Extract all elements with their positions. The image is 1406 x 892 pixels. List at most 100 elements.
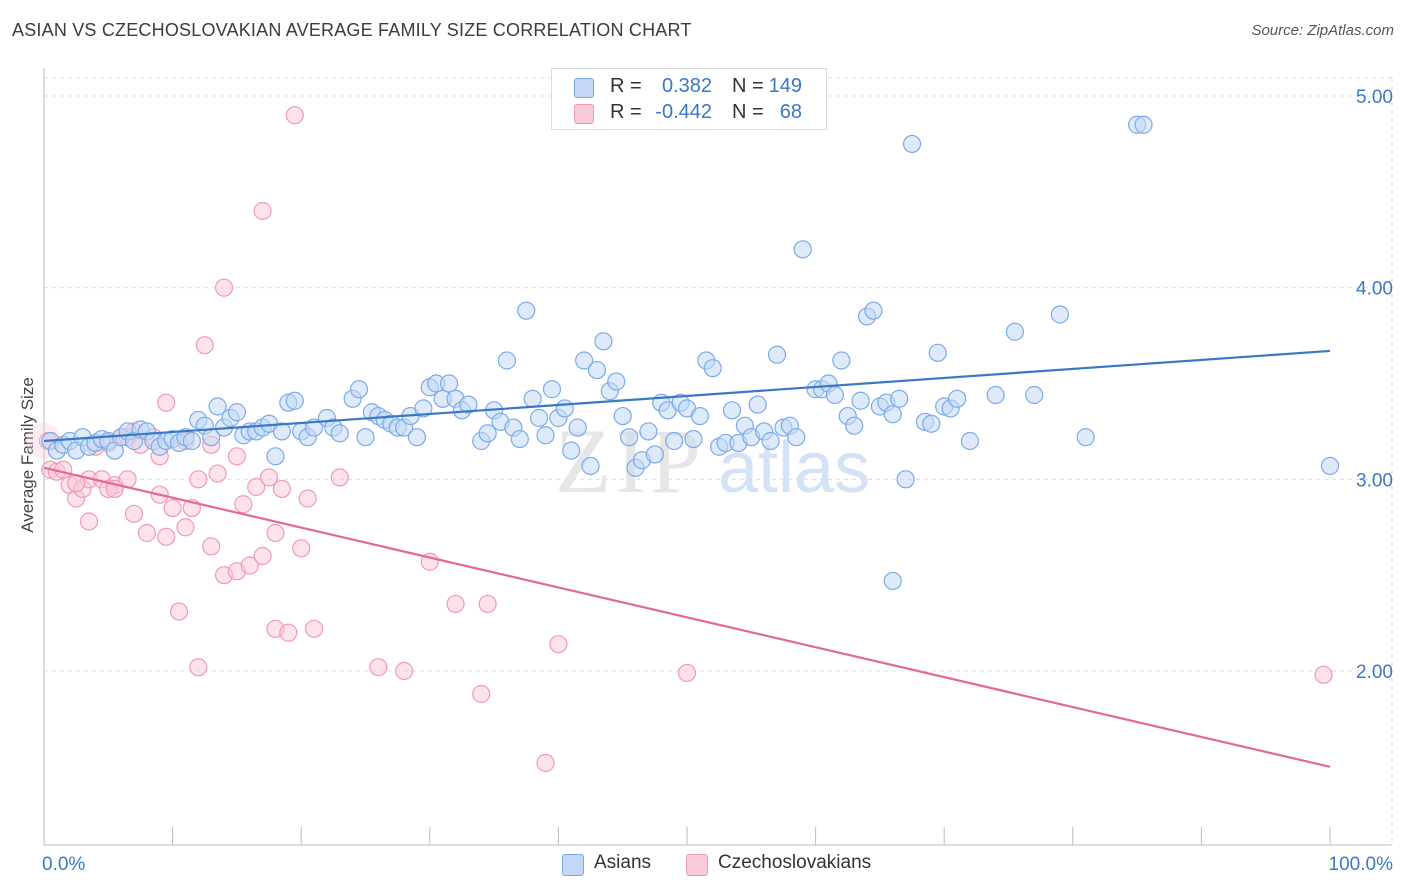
asian-point-22 bbox=[182, 431, 201, 451]
czech-point-8 bbox=[79, 512, 99, 531]
series-legend: Asians Czechoslovakians bbox=[0, 852, 1406, 878]
asian-point-119 bbox=[832, 351, 851, 370]
czech-point-60 bbox=[536, 753, 555, 773]
asian-point-107 bbox=[748, 395, 767, 414]
asian-point-109 bbox=[761, 431, 780, 451]
asian-point-145 bbox=[1320, 456, 1340, 476]
asian-point-122 bbox=[851, 391, 870, 410]
czech-point-23 bbox=[157, 527, 176, 546]
asian-point-129 bbox=[896, 470, 915, 489]
source-credit: Source: ZipAtlas.com bbox=[1251, 22, 1394, 39]
czech-point-24 bbox=[163, 498, 182, 518]
czech-point-43 bbox=[253, 201, 272, 221]
y-tick-label-3: 5.00 bbox=[1356, 87, 1393, 108]
x-tick-min: 0.0% bbox=[42, 854, 85, 875]
czech-point-53 bbox=[330, 468, 349, 487]
r-value: 0.382 bbox=[661, 75, 712, 97]
asian-points bbox=[41, 115, 1340, 591]
asian-point-83 bbox=[594, 332, 613, 351]
r-label: R = bbox=[610, 75, 642, 97]
asian-point-121 bbox=[845, 416, 864, 435]
r-label: R = bbox=[610, 101, 642, 123]
czech-point-51 bbox=[298, 489, 317, 508]
y-tick-label-2: 4.00 bbox=[1356, 279, 1393, 300]
asian-point-110 bbox=[767, 345, 787, 364]
czech-point-33 bbox=[202, 537, 221, 556]
n-value: 68 bbox=[779, 101, 802, 123]
czech-trend-line bbox=[43, 466, 1331, 768]
czech-point-17 bbox=[124, 504, 144, 523]
asian-point-47 bbox=[356, 428, 375, 447]
asian-trend-line bbox=[43, 349, 1331, 443]
asian-point-127 bbox=[883, 405, 902, 424]
czech-point-58 bbox=[472, 684, 491, 704]
czech-point-44 bbox=[259, 468, 279, 487]
asian-point-139 bbox=[1005, 322, 1025, 341]
asian-point-35 bbox=[266, 447, 285, 466]
asian-point-81 bbox=[581, 456, 600, 476]
asian-point-29 bbox=[227, 403, 246, 422]
czech-point-34 bbox=[208, 464, 227, 483]
asian-point-36 bbox=[272, 422, 292, 441]
asian-point-130 bbox=[902, 134, 922, 154]
czech-point-62 bbox=[677, 663, 697, 683]
asian-point-142 bbox=[1076, 428, 1095, 447]
asian-point-75 bbox=[542, 380, 562, 399]
czech-point-22 bbox=[157, 393, 176, 412]
asian-point-26 bbox=[208, 397, 227, 416]
asian-point-146 bbox=[883, 571, 902, 591]
asian-point-46 bbox=[349, 380, 369, 399]
asian-point-56 bbox=[414, 399, 433, 418]
watermark: ZIP atlas bbox=[555, 410, 870, 512]
czech-point-52 bbox=[304, 619, 324, 638]
asian-point-144 bbox=[1134, 115, 1153, 134]
y-tick-label-0: 2.00 bbox=[1356, 662, 1393, 683]
n-label: N = bbox=[732, 101, 764, 123]
asian-point-80 bbox=[575, 351, 594, 370]
czech-point-48 bbox=[279, 623, 298, 642]
czech-point-30 bbox=[189, 658, 208, 677]
czech-point-41 bbox=[247, 477, 266, 497]
czech-point-49 bbox=[285, 106, 304, 125]
asian-point-133 bbox=[928, 343, 947, 362]
czech-point-25 bbox=[169, 602, 189, 621]
asian-point-90 bbox=[639, 422, 658, 441]
czech-point-19 bbox=[137, 523, 156, 543]
x-tick-labels: 0.0% 100.0% bbox=[42, 854, 1393, 875]
asian-point-74 bbox=[536, 426, 555, 445]
x-tick-max: 100.0% bbox=[1329, 854, 1394, 875]
czech-point-3 bbox=[54, 460, 73, 479]
czech-point-42 bbox=[253, 546, 272, 566]
asian-point-98 bbox=[690, 406, 709, 426]
chart-title: ASIAN VS CZECHOSLOVAKIAN AVERAGE FAMILY … bbox=[12, 20, 692, 40]
asian-point-86 bbox=[613, 406, 632, 426]
asian-point-79 bbox=[568, 418, 587, 437]
n-value: 149 bbox=[768, 75, 802, 97]
asian-point-94 bbox=[665, 431, 684, 451]
asians-swatch bbox=[562, 854, 584, 876]
asian-point-118 bbox=[825, 385, 844, 405]
asian-point-100 bbox=[703, 359, 722, 378]
czech-point-29 bbox=[189, 470, 208, 489]
asian-point-140 bbox=[1025, 385, 1044, 405]
y-tick-labels: 2.00 3.00 4.00 5.00 bbox=[1356, 87, 1393, 683]
czech-point-55 bbox=[394, 661, 414, 681]
axes bbox=[43, 68, 1392, 846]
czechoslovakians-swatch bbox=[574, 104, 594, 124]
czech-point-40 bbox=[240, 556, 259, 575]
asian-point-85 bbox=[607, 372, 626, 391]
asian-point-91 bbox=[645, 445, 664, 464]
czech-point-45 bbox=[266, 523, 285, 543]
asian-point-113 bbox=[787, 428, 806, 447]
czech-point-36 bbox=[214, 278, 234, 297]
asian-point-138 bbox=[986, 385, 1005, 405]
czech-point-50 bbox=[292, 539, 311, 558]
asian-point-114 bbox=[793, 240, 812, 259]
czech-point-31 bbox=[195, 336, 214, 355]
czechoslovakians-swatch bbox=[686, 854, 708, 876]
asian-point-55 bbox=[407, 428, 427, 447]
czech-point-37 bbox=[227, 447, 246, 466]
asian-point-44 bbox=[330, 424, 349, 443]
asian-point-137 bbox=[960, 431, 980, 451]
